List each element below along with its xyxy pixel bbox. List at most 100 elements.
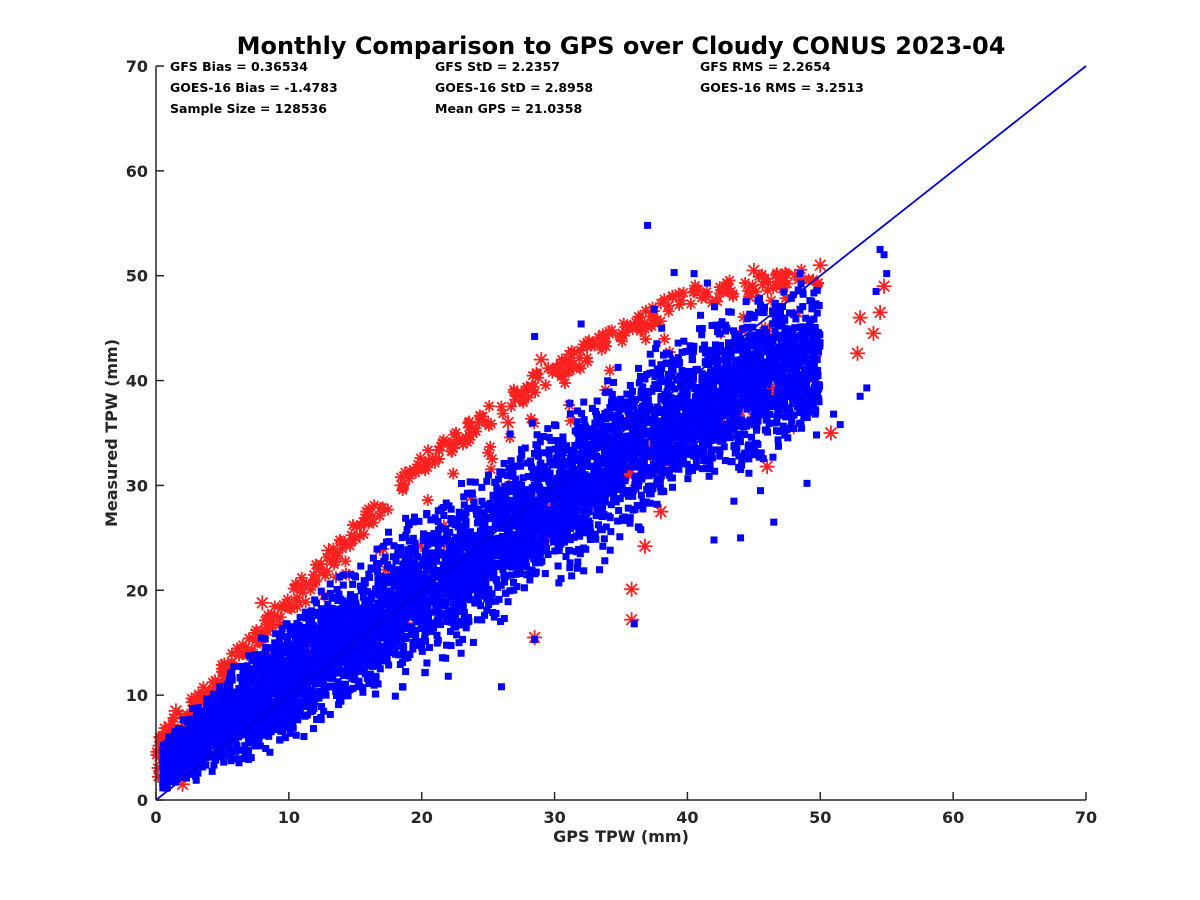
goes16-point bbox=[503, 528, 511, 536]
goes16-point bbox=[407, 628, 415, 636]
goes16-point bbox=[251, 742, 259, 750]
goes16-point bbox=[653, 403, 661, 411]
goes16-point bbox=[688, 351, 696, 359]
gfs-point bbox=[653, 504, 669, 520]
goes16-point bbox=[706, 415, 714, 423]
gfs-point bbox=[771, 267, 784, 280]
goes16-point bbox=[646, 369, 654, 377]
goes16-point bbox=[455, 639, 463, 647]
goes16-point bbox=[752, 449, 760, 457]
goes16-point bbox=[566, 410, 574, 418]
goes16-point bbox=[357, 562, 365, 570]
goes16-point bbox=[703, 432, 711, 440]
goes16-point bbox=[312, 599, 320, 607]
goes16-point bbox=[665, 458, 673, 466]
goes16-point bbox=[453, 631, 461, 639]
gfs-point bbox=[812, 257, 828, 273]
goes16-point bbox=[580, 567, 588, 575]
goes16-point bbox=[568, 572, 576, 580]
goes16-point bbox=[352, 602, 360, 610]
goes16-point bbox=[465, 545, 473, 553]
goes16-point bbox=[548, 494, 556, 502]
goes16-point bbox=[796, 269, 804, 277]
goes16-point bbox=[199, 763, 207, 771]
goes16-point bbox=[629, 387, 637, 395]
goes16-point bbox=[731, 356, 739, 364]
goes16-point bbox=[400, 567, 408, 575]
goes16-point bbox=[369, 614, 377, 622]
goes16-point bbox=[760, 404, 768, 412]
goes16-point bbox=[666, 415, 674, 423]
goes16-point bbox=[296, 613, 304, 621]
gfs-point bbox=[603, 364, 616, 377]
goes16-point bbox=[781, 324, 789, 332]
goes16-point bbox=[367, 595, 375, 603]
goes16-point bbox=[232, 748, 240, 756]
gfs-point bbox=[362, 511, 375, 524]
goes16-point bbox=[584, 492, 592, 500]
goes16-point bbox=[446, 542, 454, 550]
goes16-point bbox=[276, 736, 284, 744]
goes16-point bbox=[506, 430, 514, 438]
goes16-point bbox=[410, 513, 418, 521]
gfs-point bbox=[624, 581, 640, 597]
gfs-point bbox=[715, 283, 728, 296]
goes16-point bbox=[736, 430, 744, 438]
goes16-point bbox=[478, 616, 486, 624]
goes16-point bbox=[626, 514, 634, 522]
goes16-point bbox=[450, 621, 458, 629]
goes16-point bbox=[716, 452, 724, 460]
goes16-point bbox=[430, 530, 438, 538]
goes16-point bbox=[312, 671, 320, 679]
gfs-point bbox=[746, 279, 759, 292]
goes16-point bbox=[667, 474, 675, 482]
goes16-point bbox=[286, 729, 294, 737]
goes16-point bbox=[519, 474, 527, 482]
goes16-point bbox=[743, 323, 751, 331]
goes16-point bbox=[799, 288, 807, 296]
gfs-point bbox=[347, 530, 363, 546]
gfs-point bbox=[555, 353, 568, 366]
goes16-point bbox=[614, 517, 622, 525]
goes16-point bbox=[375, 591, 383, 599]
gfs-point bbox=[637, 538, 653, 554]
goes16-point bbox=[296, 625, 304, 633]
goes16-point bbox=[803, 409, 811, 417]
goes16-point bbox=[658, 364, 666, 372]
goes16-point bbox=[634, 523, 642, 531]
goes16-point bbox=[611, 449, 619, 457]
goes16-point bbox=[603, 408, 611, 416]
gfs-point bbox=[586, 336, 602, 352]
goes16-point bbox=[542, 511, 550, 519]
goes16-point bbox=[553, 437, 561, 445]
goes16-point bbox=[557, 575, 565, 583]
goes16-point bbox=[613, 403, 621, 411]
goes16-point bbox=[586, 524, 594, 532]
goes16-point bbox=[614, 454, 622, 462]
goes16-point bbox=[811, 379, 819, 387]
gfs-point bbox=[449, 426, 462, 439]
goes16-point bbox=[370, 681, 378, 689]
goes16-point bbox=[456, 513, 464, 521]
goes16-point bbox=[541, 518, 549, 526]
goes16-point bbox=[580, 398, 588, 406]
gfs-point bbox=[421, 494, 434, 507]
gfs-point bbox=[616, 335, 629, 348]
goes16-point bbox=[637, 431, 645, 439]
goes16-point bbox=[390, 542, 398, 550]
goes16-point bbox=[685, 444, 693, 452]
goes16-point bbox=[750, 314, 758, 322]
goes16-point bbox=[485, 526, 493, 534]
goes16-point bbox=[658, 324, 666, 332]
goes16-point bbox=[447, 642, 455, 650]
goes16-point bbox=[745, 469, 753, 477]
goes16-point bbox=[708, 322, 716, 330]
goes16-point bbox=[275, 648, 283, 656]
series-goes16-points bbox=[159, 221, 891, 792]
goes16-point bbox=[697, 311, 705, 319]
gfs-point bbox=[422, 454, 435, 467]
goes16-point bbox=[428, 551, 436, 559]
gfs-point bbox=[309, 575, 322, 588]
goes16-point bbox=[707, 448, 715, 456]
